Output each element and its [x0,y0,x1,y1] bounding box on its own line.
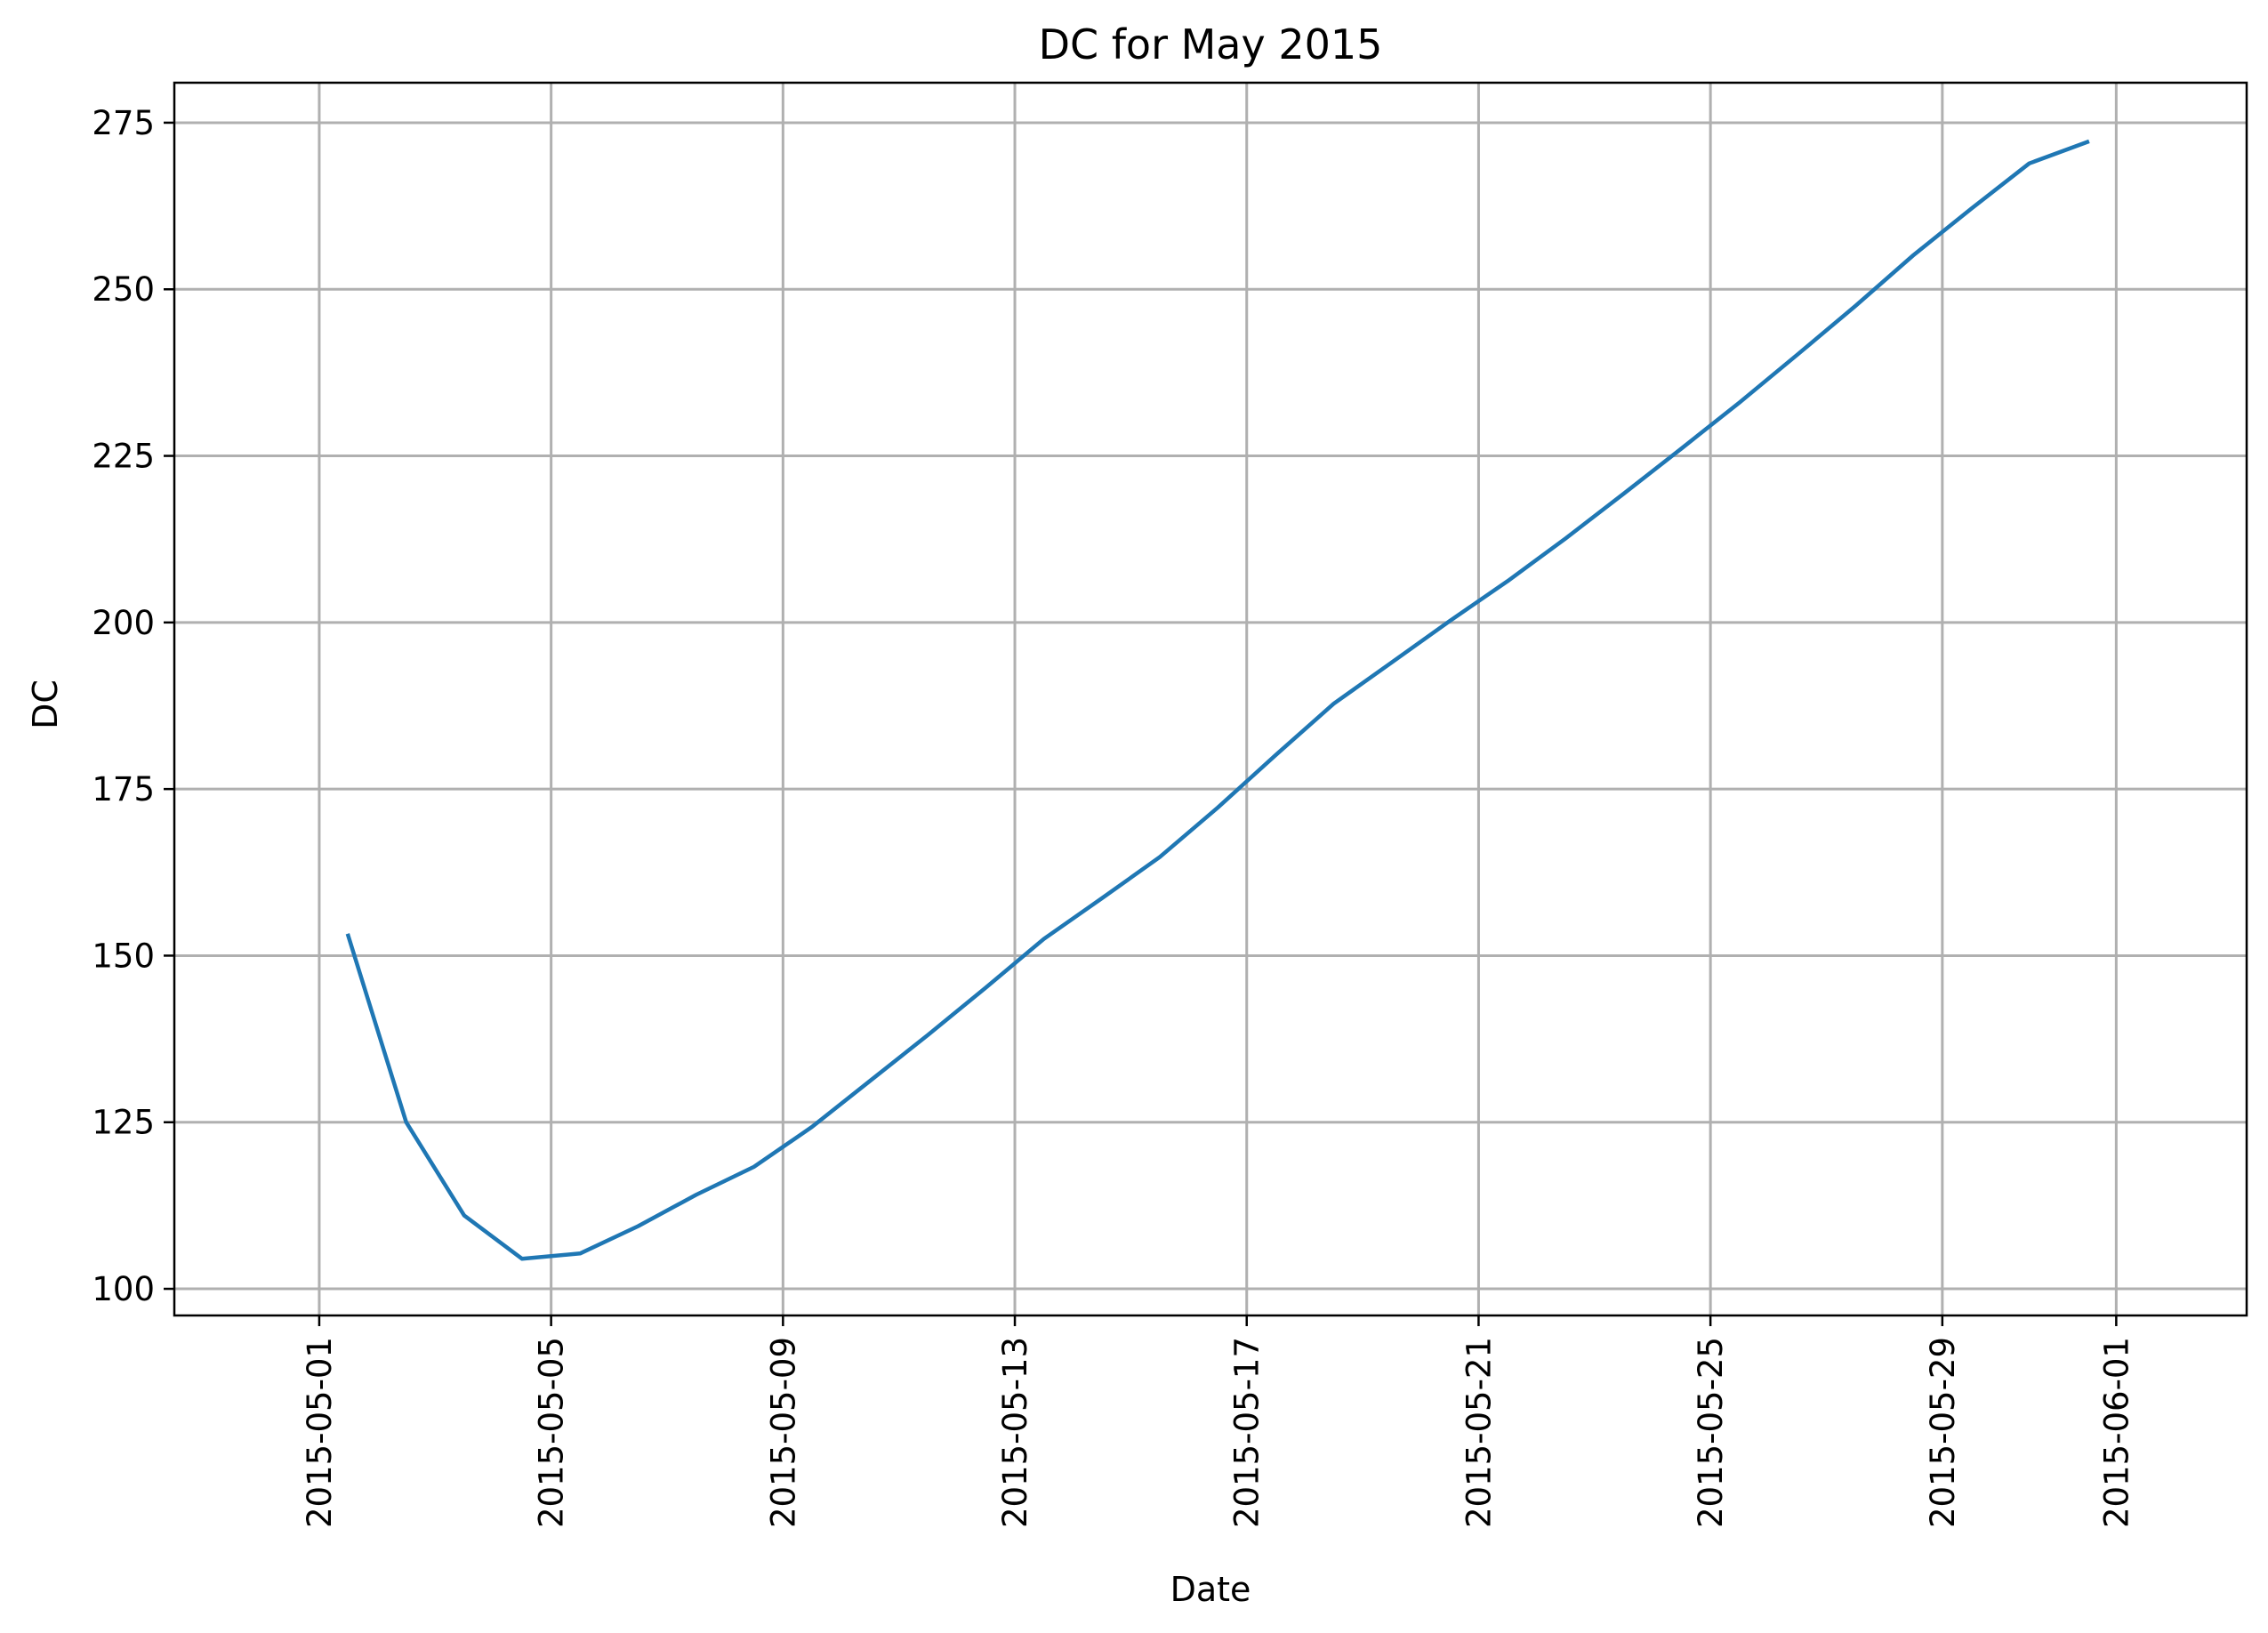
x-tick-label: 2015-05-21 [1460,1337,1498,1528]
x-axis-label: Date [1170,1570,1251,1609]
series-line [345,139,2090,1261]
x-tick-label: 2015-05-01 [301,1337,339,1528]
y-tick-label: 100 [92,1270,155,1308]
plot-frame [173,81,2248,1317]
x-tick-label: 2015-05-13 [996,1337,1034,1528]
x-tick-label: 2015-05-25 [1692,1337,1730,1528]
y-tick-label: 125 [92,1104,155,1142]
y-tick-label: 175 [92,770,155,808]
chart-title: DC for May 2015 [1039,20,1383,68]
y-tick-label: 225 [92,438,155,476]
x-tick-label: 2015-05-09 [764,1337,802,1528]
x-tick-label: 2015-05-17 [1228,1337,1267,1528]
x-tick-label: 2015-05-05 [533,1337,571,1528]
grid [174,83,2247,1315]
ticks: 2015-05-01 2015-05-05 2015-05-09 2015-05-13… [92,104,2135,1528]
y-axis-label: DC [26,680,65,729]
x-tick-label: 2015-05-29 [1924,1337,1962,1528]
x-tick-label: 2015-06-01 [2097,1337,2135,1528]
series-layer [345,139,2090,1261]
y-tick-label: 275 [92,104,155,142]
y-tick-label: 150 [92,937,155,975]
y-tick-label: 200 [92,604,155,642]
y-tick-label: 250 [92,270,155,309]
